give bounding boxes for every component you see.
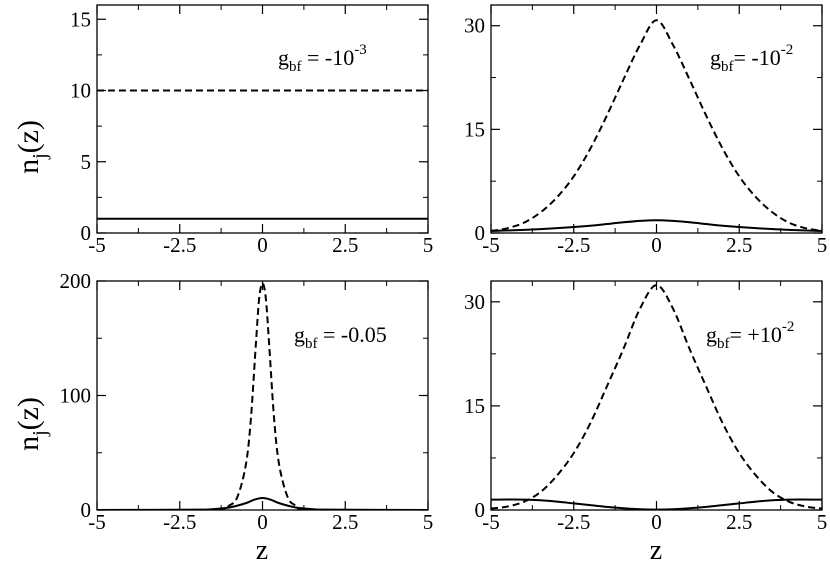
- y-tick-label: 15: [464, 394, 485, 418]
- plot-frame: [96, 4, 429, 234]
- x-tick-label: -5: [88, 510, 106, 534]
- series-dashed-line: [97, 282, 428, 510]
- x-tick-label: 5: [817, 510, 828, 534]
- x-tick-label: 2.5: [332, 510, 358, 534]
- x-tick-label: 0: [257, 233, 268, 257]
- y-axis-label: nj(z): [12, 120, 51, 174]
- series-dashed-line: [491, 19, 822, 232]
- x-tick-label: 2.5: [726, 233, 752, 257]
- plot-frame: [96, 280, 429, 511]
- panel-bottom-left: -5 -2.5 0 2.5 5 0 100 200 gbf = -0.05 nj(z) z: [12, 269, 433, 562]
- plot-frame: [490, 4, 823, 234]
- panel-top-right: -5 -2.5 0 2.5 5 0 15 30 gbf= -10-2: [464, 4, 828, 257]
- x-tick-label: 0: [257, 510, 268, 534]
- series-solid-line: [491, 219, 822, 232]
- y-tick-label: 10: [70, 79, 91, 103]
- panel-top-left: -5 -2.5 0 2.5 5 0 5 10 15 gbf = -10-3 nj(z): [12, 4, 434, 257]
- x-axis-label: z: [256, 535, 268, 562]
- plot-frame: [490, 280, 823, 511]
- x-tick-label: 2.5: [726, 510, 752, 534]
- coupling-annotation: gbf= +10-2: [706, 319, 794, 352]
- x-tick-label: 0: [651, 510, 662, 534]
- y-tick-label: 15: [464, 117, 485, 141]
- x-tick-label: 0: [651, 233, 662, 257]
- panel-bottom-right: -5 -2.5 0 2.5 5 0 15 30 gbf= +10-2 z: [464, 280, 828, 562]
- x-tick-label: -2.5: [557, 233, 590, 257]
- y-tick-label: 200: [60, 269, 92, 293]
- x-tick-label: -2.5: [163, 233, 196, 257]
- x-axis-label: z: [650, 535, 662, 562]
- y-axis-label: nj(z): [12, 397, 51, 451]
- y-tick-label: 30: [464, 290, 485, 314]
- y-tick-label: 15: [70, 7, 91, 31]
- y-tick-label: 0: [81, 498, 92, 522]
- x-tick-label: -2.5: [163, 510, 196, 534]
- y-tick-label: 0: [81, 221, 92, 245]
- x-tick-label: 2.5: [332, 233, 358, 257]
- x-tick-label: -2.5: [557, 510, 590, 534]
- y-tick-label: 0: [475, 221, 486, 245]
- x-tick-label: 5: [817, 233, 828, 257]
- x-tick-label: 5: [423, 510, 434, 534]
- y-tick-label: 5: [81, 150, 92, 174]
- y-tick-label: 100: [60, 384, 92, 408]
- x-tick-label: -5: [88, 233, 106, 257]
- series-dashed-line: [491, 284, 822, 510]
- x-tick-label: -5: [482, 510, 500, 534]
- y-tick-label: 0: [475, 498, 486, 522]
- coupling-annotation: gbf= -10-2: [710, 42, 793, 75]
- y-tick-label: 30: [464, 14, 485, 38]
- series-solid-line: [97, 496, 428, 510]
- coupling-annotation: gbf = -0.05: [294, 322, 387, 352]
- coupling-annotation: gbf = -10-3: [278, 42, 367, 75]
- x-tick-label: 5: [423, 233, 434, 257]
- x-tick-label: -5: [482, 233, 500, 257]
